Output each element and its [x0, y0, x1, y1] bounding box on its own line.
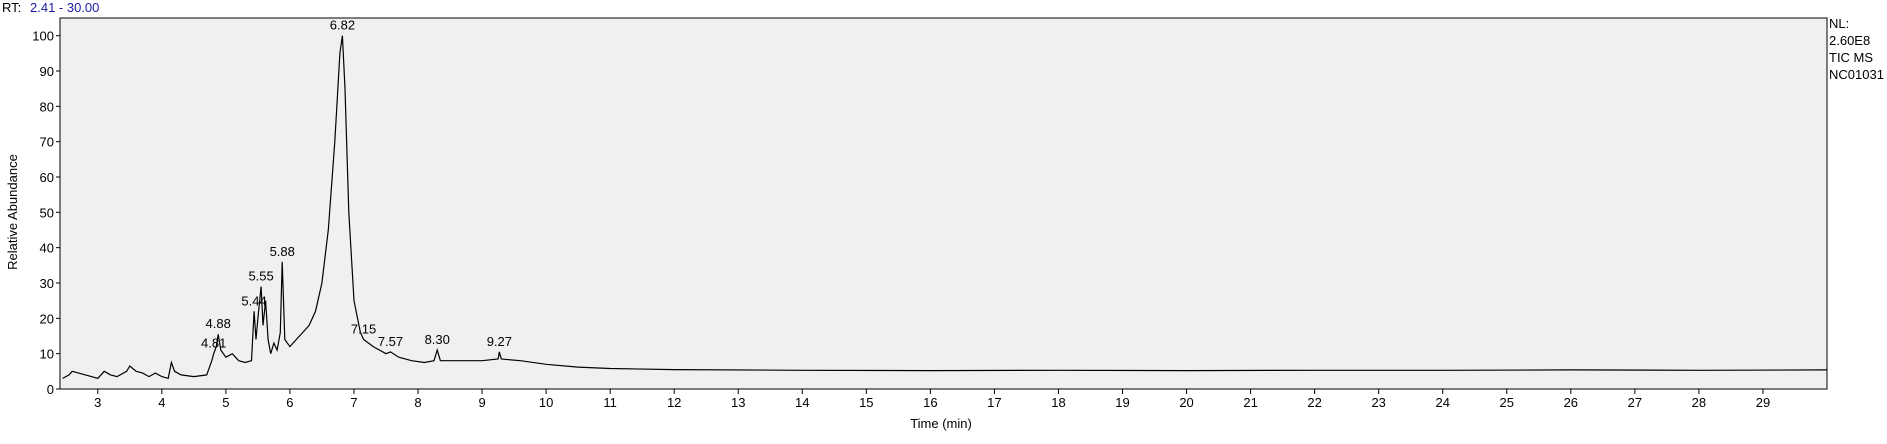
y-tick-label: 50: [40, 205, 54, 220]
trace: [62, 35, 1828, 380]
side-info: 2.60E8: [1829, 33, 1870, 48]
peak-label: 7.15: [351, 322, 376, 337]
x-tick-label: 7: [350, 395, 357, 410]
y-tick-label: 20: [40, 311, 54, 326]
x-tick-label: 20: [1179, 395, 1193, 410]
y-axis-label: Relative Abundance: [5, 154, 20, 270]
peak-label: 4.88: [206, 316, 231, 331]
peak-label: 8.30: [425, 332, 450, 347]
peak-label: 5.88: [270, 244, 295, 259]
y-tick-label: 0: [47, 382, 54, 397]
x-tick-label: 25: [1500, 395, 1514, 410]
y-tick-label: 40: [40, 241, 54, 256]
x-tick-label: 24: [1435, 395, 1449, 410]
x-tick-label: 12: [667, 395, 681, 410]
plot-area: [59, 17, 1828, 390]
rt-range: 2.41 - 30.00: [30, 0, 99, 15]
peak-label: 5.44: [241, 293, 266, 308]
side-info: TIC MS: [1829, 50, 1873, 65]
y-tick-label: 90: [40, 64, 54, 79]
y-tick-label: 10: [40, 347, 54, 362]
x-tick-label: 15: [859, 395, 873, 410]
x-tick-label: 16: [923, 395, 937, 410]
x-tick-label: 27: [1628, 395, 1642, 410]
side-info: NC01031: [1829, 67, 1884, 82]
x-tick-label: 5: [222, 395, 229, 410]
peak-label: 6.82: [330, 18, 355, 33]
peak-label: 4.81: [201, 336, 226, 351]
x-tick-label: 18: [1051, 395, 1065, 410]
x-tick-label: 6: [286, 395, 293, 410]
x-tick-label: 13: [731, 395, 745, 410]
x-tick-label: 26: [1564, 395, 1578, 410]
rt-label: RT:: [2, 0, 21, 15]
peak-label: 5.55: [248, 269, 273, 284]
x-tick-label: 4: [158, 395, 165, 410]
x-tick-label: 10: [539, 395, 553, 410]
x-tick-label: 8: [414, 395, 421, 410]
x-tick-label: 21: [1243, 395, 1257, 410]
x-tick-label: 9: [478, 395, 485, 410]
y-tick-label: 30: [40, 276, 54, 291]
x-tick-label: 14: [795, 395, 809, 410]
y-tick-label: 100: [32, 29, 54, 44]
y-tick-label: 70: [40, 135, 54, 150]
x-tick-label: 11: [603, 395, 617, 410]
x-tick-label: 22: [1307, 395, 1321, 410]
x-tick-label: 28: [1692, 395, 1706, 410]
x-tick-label: 19: [1115, 395, 1129, 410]
y-tick-label: 60: [40, 170, 54, 185]
x-tick-label: 23: [1371, 395, 1385, 410]
side-info: NL:: [1829, 16, 1849, 31]
x-axis-label: Time (min): [910, 416, 972, 431]
y-tick-label: 80: [40, 99, 54, 114]
peak-label: 9.27: [487, 334, 512, 349]
peak-label: 7.57: [378, 334, 403, 349]
x-tick-label: 29: [1756, 395, 1770, 410]
x-tick-label: 17: [987, 395, 1001, 410]
x-tick-label: 3: [94, 395, 101, 410]
